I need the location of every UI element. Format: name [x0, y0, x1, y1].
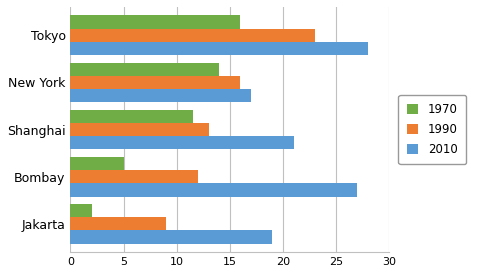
Bar	[70, 29, 315, 42]
Bar	[70, 110, 193, 123]
Bar	[70, 123, 209, 136]
Legend: 1970, 1990, 2010: 1970, 1990, 2010	[398, 95, 466, 164]
Bar	[70, 136, 293, 149]
Bar	[70, 42, 368, 55]
Bar	[70, 183, 357, 196]
Bar	[70, 157, 124, 170]
Bar	[70, 62, 219, 76]
Bar	[70, 89, 251, 102]
Bar	[70, 170, 198, 183]
Bar	[70, 204, 92, 217]
Bar	[70, 15, 241, 29]
Bar	[70, 217, 166, 230]
Bar	[70, 230, 272, 244]
Bar	[70, 76, 241, 89]
